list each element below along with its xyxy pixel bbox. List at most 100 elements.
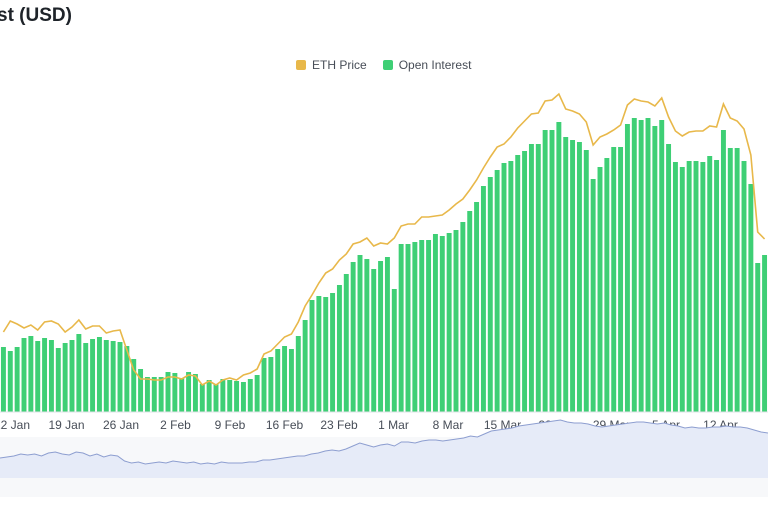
open-interest-bar[interactable] <box>295 336 301 412</box>
open-interest-bar[interactable] <box>302 320 308 412</box>
open-interest-bar[interactable] <box>192 374 198 412</box>
open-interest-bar[interactable] <box>542 130 548 412</box>
open-interest-bar[interactable] <box>693 161 699 412</box>
open-interest-bar[interactable] <box>357 255 363 412</box>
open-interest-bar[interactable] <box>528 144 534 412</box>
open-interest-bar[interactable] <box>42 338 48 412</box>
open-interest-bar[interactable] <box>659 120 665 412</box>
open-interest-bar[interactable] <box>7 351 13 412</box>
open-interest-bar[interactable] <box>570 140 576 412</box>
open-interest-bar[interactable] <box>686 161 692 412</box>
open-interest-bar[interactable] <box>62 343 68 412</box>
open-interest-bar[interactable] <box>288 349 294 412</box>
open-interest-bar[interactable] <box>186 372 192 412</box>
open-interest-bar[interactable] <box>240 382 246 412</box>
open-interest-bar[interactable] <box>35 341 41 412</box>
open-interest-bar[interactable] <box>426 240 432 412</box>
open-interest-bar[interactable] <box>268 357 274 412</box>
open-interest-bar[interactable] <box>69 340 75 412</box>
open-interest-bar[interactable] <box>199 384 205 412</box>
open-interest-bar[interactable] <box>0 347 6 412</box>
open-interest-bar[interactable] <box>467 211 473 412</box>
open-interest-bar[interactable] <box>323 297 329 412</box>
open-interest-bar[interactable] <box>330 293 336 412</box>
open-interest-bar[interactable] <box>487 177 493 412</box>
open-interest-bar[interactable] <box>309 300 315 412</box>
open-interest-bar[interactable] <box>14 347 20 412</box>
open-interest-bar[interactable] <box>110 341 116 412</box>
open-interest-bar[interactable] <box>48 340 54 412</box>
open-interest-bar[interactable] <box>391 289 397 412</box>
open-interest-bar[interactable] <box>590 179 596 412</box>
open-interest-bar[interactable] <box>384 257 390 412</box>
open-interest-bar[interactable] <box>549 130 555 412</box>
open-interest-bar[interactable] <box>748 184 754 412</box>
open-interest-bar[interactable] <box>439 236 445 412</box>
open-interest-bar[interactable] <box>124 346 130 412</box>
open-interest-bar[interactable] <box>419 240 425 412</box>
open-interest-bar[interactable] <box>727 148 733 412</box>
open-interest-bar[interactable] <box>206 380 212 412</box>
open-interest-bar[interactable] <box>762 255 768 412</box>
open-interest-bar[interactable] <box>172 373 178 412</box>
open-interest-bar[interactable] <box>227 380 233 412</box>
open-interest-bar[interactable] <box>364 259 370 412</box>
open-interest-bar[interactable] <box>720 130 726 412</box>
open-interest-bar[interactable] <box>522 151 528 412</box>
open-interest-bar[interactable] <box>474 202 480 412</box>
open-interest-bar[interactable] <box>460 222 466 412</box>
open-interest-bar[interactable] <box>316 296 322 412</box>
open-interest-bar[interactable] <box>234 381 240 412</box>
open-interest-bar[interactable] <box>117 342 123 412</box>
open-interest-bar[interactable] <box>563 137 569 412</box>
open-interest-bar[interactable] <box>83 343 89 412</box>
open-interest-bar[interactable] <box>371 269 377 412</box>
open-interest-bar[interactable] <box>336 285 342 412</box>
legend-item-open-interest[interactable]: Open Interest <box>382 58 471 72</box>
open-interest-bar[interactable] <box>645 118 651 412</box>
open-interest-bar[interactable] <box>398 244 404 412</box>
open-interest-bar[interactable] <box>350 262 356 412</box>
open-interest-bar[interactable] <box>755 263 761 412</box>
open-interest-bar[interactable] <box>666 144 672 412</box>
open-interest-bar[interactable] <box>501 163 507 412</box>
open-interest-bar[interactable] <box>556 122 562 412</box>
open-interest-bar[interactable] <box>741 161 747 412</box>
open-interest-bar[interactable] <box>597 167 603 412</box>
open-interest-bar[interactable] <box>220 379 226 412</box>
open-interest-bar[interactable] <box>494 170 500 412</box>
open-interest-bar[interactable] <box>96 337 102 412</box>
open-interest-bar[interactable] <box>515 155 521 412</box>
open-interest-bar[interactable] <box>535 144 541 412</box>
open-interest-bar[interactable] <box>631 118 637 412</box>
open-interest-bar[interactable] <box>707 156 713 412</box>
open-interest-bar[interactable] <box>55 348 61 412</box>
open-interest-bar[interactable] <box>90 339 96 412</box>
open-interest-bar[interactable] <box>638 120 644 412</box>
open-interest-bar[interactable] <box>446 233 452 412</box>
open-interest-bar[interactable] <box>343 274 349 412</box>
open-interest-bar[interactable] <box>165 372 171 412</box>
open-interest-bar[interactable] <box>103 340 109 412</box>
open-interest-bar[interactable] <box>734 148 740 412</box>
open-interest-bar[interactable] <box>714 160 720 412</box>
open-interest-bar[interactable] <box>480 186 486 412</box>
open-interest-bar[interactable] <box>652 126 658 412</box>
open-interest-bar[interactable] <box>131 359 137 412</box>
open-interest-bar[interactable] <box>282 346 288 412</box>
open-interest-bar[interactable] <box>583 150 589 412</box>
open-interest-bar[interactable] <box>28 336 34 412</box>
open-interest-bar[interactable] <box>624 124 630 412</box>
open-interest-bar[interactable] <box>432 234 438 412</box>
open-interest-bar[interactable] <box>158 377 164 412</box>
open-interest-bar[interactable] <box>576 142 582 412</box>
open-interest-bar[interactable] <box>151 377 157 412</box>
open-interest-bar[interactable] <box>700 162 706 412</box>
open-interest-bar[interactable] <box>21 338 27 412</box>
open-interest-bar[interactable] <box>412 242 418 412</box>
open-interest-bar[interactable] <box>611 147 617 412</box>
open-interest-bar[interactable] <box>679 167 685 412</box>
open-interest-bar[interactable] <box>672 162 678 412</box>
open-interest-bar[interactable] <box>179 378 185 412</box>
legend-item-eth-price[interactable]: ETH Price <box>296 58 367 72</box>
